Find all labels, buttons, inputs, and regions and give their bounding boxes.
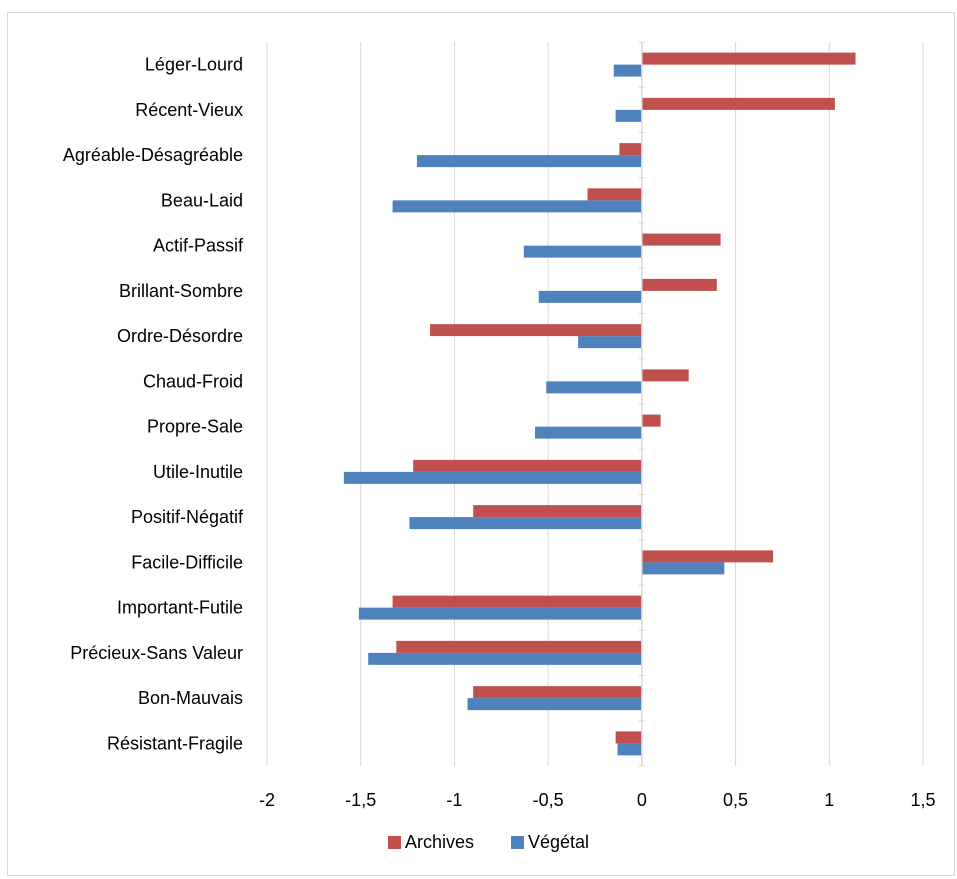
bar-vegetal-facile-difficile xyxy=(641,562,725,575)
bar-vegetal-precieux-sans-valeur xyxy=(368,652,642,665)
bar-archives-propre-sale xyxy=(641,414,661,427)
x-tick-label: 0,5 xyxy=(723,790,748,810)
labels-layer: Léger-Lourd Récent-Vieux Agréable-Désagréa… xyxy=(63,55,936,810)
bar-vegetal-agreable-desagreable xyxy=(416,155,642,168)
x-tick-label: -1,5 xyxy=(345,790,376,810)
legend-swatch-vegetal xyxy=(511,836,524,849)
category-label: Léger-Lourd xyxy=(145,55,243,75)
category-label: Résistant-Fragile xyxy=(107,733,243,753)
bar-archives-beau-laid xyxy=(587,188,642,201)
bar-vegetal-positif-negatif xyxy=(409,517,642,530)
legend: Archives Végétal xyxy=(388,832,589,852)
bar-archives-resistant-fragile xyxy=(615,731,642,744)
category-label: Important-Futile xyxy=(117,598,243,618)
category-label: Bon-Mauvais xyxy=(138,688,243,708)
bar-vegetal-beau-laid xyxy=(392,200,642,213)
category-label: Récent-Vieux xyxy=(135,100,243,120)
category-label: Chaud-Froid xyxy=(143,371,243,391)
legend-swatch-archives xyxy=(388,836,401,849)
bar-archives-chaud-froid xyxy=(641,369,689,382)
category-label: Brillant-Sombre xyxy=(119,281,243,301)
x-tick-label: -0,5 xyxy=(533,790,564,810)
bars-layer xyxy=(343,52,856,756)
x-tick-label: -1 xyxy=(446,790,462,810)
category-label: Actif-Passif xyxy=(153,236,244,256)
bar-archives-utile-inutile xyxy=(413,459,642,472)
category-label: Ordre-Désordre xyxy=(117,326,243,346)
bar-vegetal-leger-lourd xyxy=(613,64,642,77)
bar-vegetal-recent-vieux xyxy=(615,109,642,122)
x-tick-label: 1,5 xyxy=(910,790,935,810)
bar-archives-precieux-sans-valeur xyxy=(396,640,642,653)
bar-archives-bon-mauvais xyxy=(473,686,642,699)
bar-vegetal-bon-mauvais xyxy=(467,698,642,711)
bar-vegetal-utile-inutile xyxy=(343,471,642,484)
axis-layer xyxy=(638,41,645,767)
category-label: Positif-Négatif xyxy=(131,507,244,527)
bar-vegetal-resistant-fragile xyxy=(617,743,642,756)
bar-archives-brillant-sombre xyxy=(641,278,717,291)
bar-vegetal-ordre-desordre xyxy=(578,336,642,349)
bar-archives-important-futile xyxy=(392,595,642,608)
bar-archives-recent-vieux xyxy=(641,97,835,110)
bar-archives-positif-negatif xyxy=(473,505,642,518)
category-label: Beau-Laid xyxy=(161,190,243,210)
bar-archives-facile-difficile xyxy=(641,550,774,563)
bar-archives-agreable-desagreable xyxy=(619,143,642,156)
legend-label-archives: Archives xyxy=(405,832,474,852)
category-label: Utile-Inutile xyxy=(153,462,243,482)
bar-vegetal-chaud-froid xyxy=(546,381,642,394)
bar-vegetal-actif-passif xyxy=(523,245,642,258)
bar-archives-ordre-desordre xyxy=(430,324,642,337)
bar-vegetal-brillant-sombre xyxy=(538,290,642,303)
category-label: Facile-Difficile xyxy=(131,552,243,572)
bar-vegetal-propre-sale xyxy=(535,426,642,439)
category-label: Précieux-Sans Valeur xyxy=(70,643,243,663)
bar-archives-actif-passif xyxy=(641,233,721,246)
bar-archives-leger-lourd xyxy=(641,52,856,65)
bar-vegetal-important-futile xyxy=(358,607,642,620)
category-label: Propre-Sale xyxy=(147,417,243,437)
category-label: Agréable-Désagréable xyxy=(63,145,243,165)
x-tick-label: 1 xyxy=(824,790,834,810)
legend-label-vegetal: Végétal xyxy=(528,832,589,852)
x-tick-label: 0 xyxy=(637,790,647,810)
x-tick-label: -2 xyxy=(259,790,275,810)
